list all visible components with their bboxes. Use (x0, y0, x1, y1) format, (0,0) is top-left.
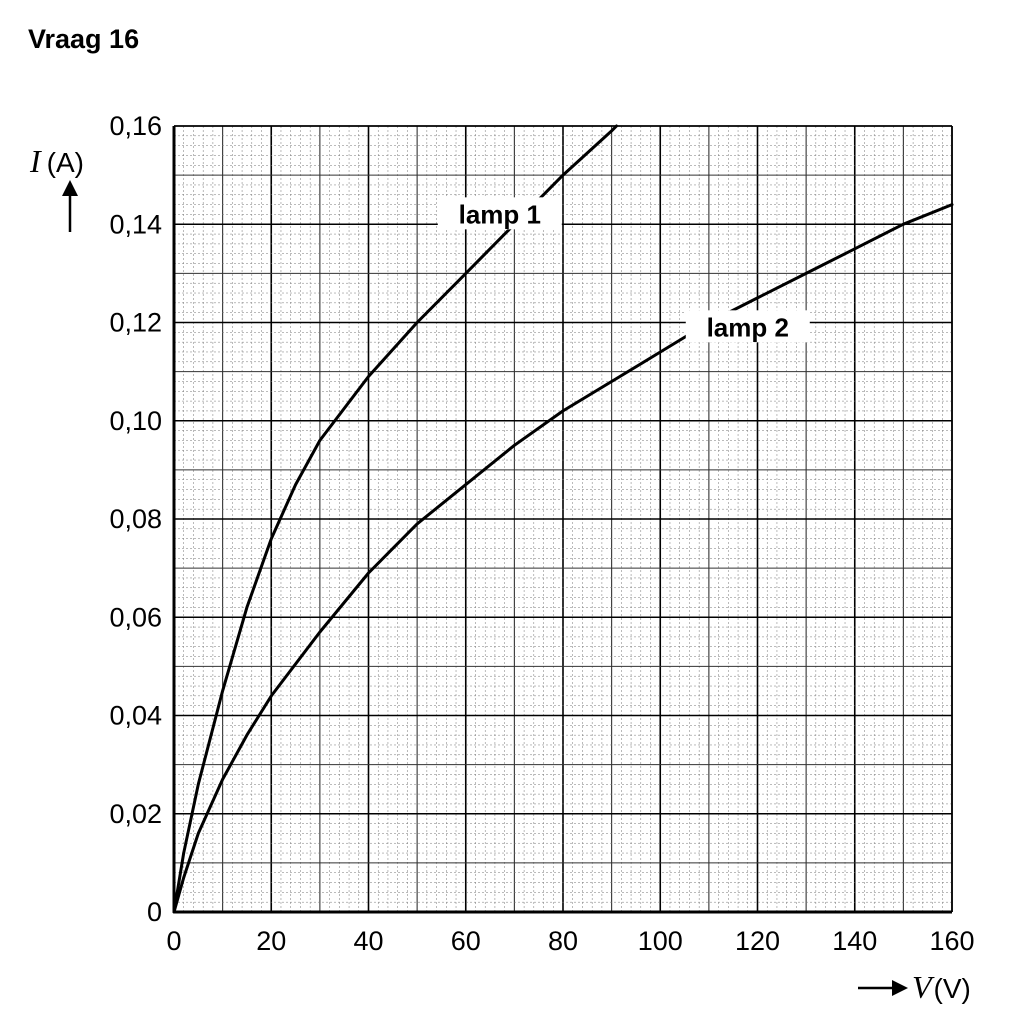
x-axis-unit: (V) (934, 973, 971, 1004)
series-line-2 (172, 203, 954, 914)
x-axis-symbol: V (912, 969, 935, 1005)
x-tick-labels: 0 20 40 60 80 100 120 140 160 (166, 926, 974, 956)
x-tick-label: 40 (353, 926, 383, 956)
y-tick-label: 0,16 (109, 111, 162, 141)
x-tick-label: 60 (451, 926, 481, 956)
curve-label-bg (437, 197, 562, 230)
x-tick-label: 0 (166, 926, 181, 956)
x-tick-label: 140 (832, 926, 877, 956)
series-line-1 (172, 124, 618, 914)
x-tick-label: 80 (548, 926, 578, 956)
y-axis-unit: (A) (47, 147, 84, 178)
y-axis-label: I (A) (29, 143, 84, 179)
y-tick-label: 0,12 (109, 308, 162, 338)
curve-label-bg (685, 310, 810, 343)
y-tick-label: 0,10 (109, 406, 162, 436)
y-axis-arrow-head (62, 180, 78, 196)
curve-label: lamp 2 (707, 312, 789, 342)
axis-labels: I (A) V(V) (29, 143, 971, 1005)
x-tick-label: 160 (929, 926, 974, 956)
curve-label: lamp 1 (459, 199, 541, 229)
y-tick-label: 0 (147, 897, 162, 927)
question-heading: Vraag 16 (28, 24, 140, 54)
x-axis-arrow-head (892, 980, 908, 996)
y-tick-labels: 0 0,02 0,04 0,06 0,08 0,10 0,12 0,14 0,16 (109, 111, 162, 927)
grid (172, 125, 953, 914)
series-group (172, 124, 954, 914)
x-tick-label: 100 (638, 926, 683, 956)
y-tick-label: 0,14 (109, 209, 162, 239)
y-tick-label: 0,04 (109, 701, 162, 731)
y-axis-symbol: I (29, 143, 42, 179)
curve-labels: lamp 1 lamp 2 (437, 197, 810, 343)
y-tick-label: 0,08 (109, 504, 162, 534)
x-axis-label: V(V) (912, 969, 971, 1005)
y-tick-label: 0,02 (109, 799, 162, 829)
x-tick-label: 20 (256, 926, 286, 956)
y-tick-label: 0,06 (109, 602, 162, 632)
x-tick-label: 120 (735, 926, 780, 956)
